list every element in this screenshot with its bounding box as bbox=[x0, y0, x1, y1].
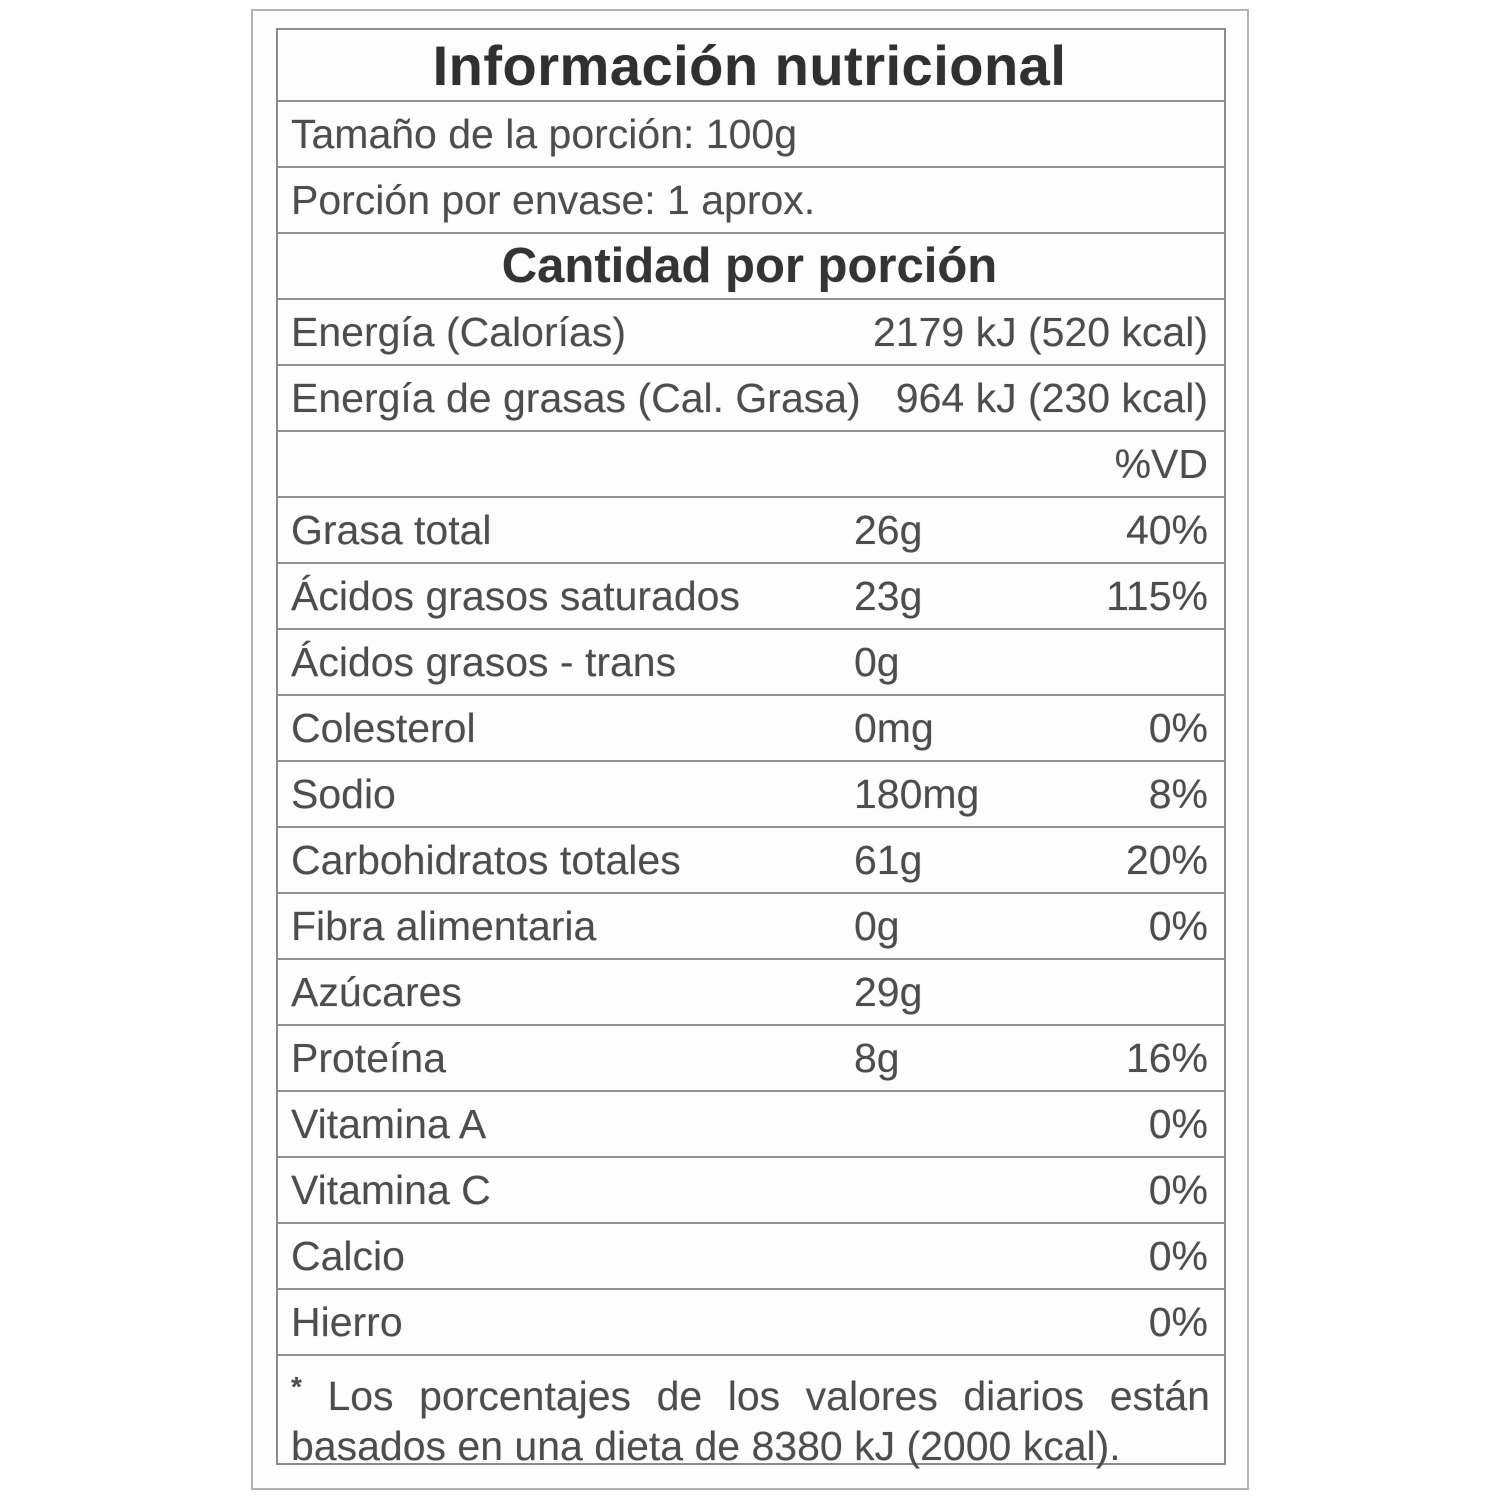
nutrient-name: Proteína bbox=[291, 1034, 446, 1081]
nutrient-daily-value: 8% bbox=[1148, 770, 1208, 817]
energy-fat-value: 964 kJ (230 kcal) bbox=[895, 374, 1208, 421]
nutrient-daily-value: 16% bbox=[1125, 1034, 1208, 1081]
nutrient-row-trans: Ácidos grasos - trans 0g bbox=[278, 628, 1224, 694]
amount-per-serving-header: Cantidad por porción bbox=[501, 239, 998, 293]
nutrient-amount: 29g bbox=[854, 968, 923, 1015]
nutrition-label: Información nutricional Tamaño de la por… bbox=[251, 9, 1249, 1490]
serving-size-row: Tamaño de la porción: 100g bbox=[278, 100, 1224, 166]
amount-per-serving-header-row: Cantidad por porción bbox=[278, 232, 1224, 298]
nutrient-row-calcio: Calcio 0% bbox=[278, 1222, 1224, 1288]
nutrient-name: Fibra alimentaria bbox=[291, 902, 597, 949]
nutrient-amount: 61g bbox=[854, 836, 923, 883]
nutrient-row-saturados: Ácidos grasos saturados 23g 115% bbox=[278, 562, 1224, 628]
nutrient-row-hierro: Hierro 0% bbox=[278, 1288, 1224, 1354]
footnote-row: * Los porcentajes de los valores diarios… bbox=[278, 1354, 1224, 1469]
nutrient-name: Grasa total bbox=[291, 506, 492, 553]
nutrient-name: Ácidos grasos - trans bbox=[291, 638, 677, 685]
footnote-text-2: basados en una dieta de 8380 kJ (2000 kc… bbox=[291, 1423, 1121, 1469]
nutrient-row-fibra: Fibra alimentaria 0g 0% bbox=[278, 892, 1224, 958]
footnote-asterisk: * bbox=[291, 1371, 302, 1402]
serving-size-text: Tamaño de la porción: 100g bbox=[291, 110, 798, 157]
footnote-text-1: Los porcentajes de los valores diarios e… bbox=[327, 1373, 1210, 1419]
energy-fat-row: Energía de grasas (Cal. Grasa) 964 kJ (2… bbox=[278, 364, 1224, 430]
nutrient-amount: 23g bbox=[854, 572, 923, 619]
servings-per-container-text: Porción por envase: 1 aprox. bbox=[291, 176, 816, 223]
nutrient-row-colesterol: Colesterol 0mg 0% bbox=[278, 694, 1224, 760]
nutrient-name: Calcio bbox=[291, 1232, 405, 1279]
nutrient-name: Vitamina C bbox=[291, 1166, 491, 1213]
nutrient-row-grasa-total: Grasa total 26g 40% bbox=[278, 496, 1224, 562]
nutrient-daily-value: 0% bbox=[1148, 1100, 1208, 1147]
nutrient-daily-value: 0% bbox=[1148, 1232, 1208, 1279]
nutrient-row-carbohidratos: Carbohidratos totales 61g 20% bbox=[278, 826, 1224, 892]
nutrition-table: Información nutricional Tamaño de la por… bbox=[276, 28, 1226, 1469]
footnote-line-1: * Los porcentajes de los valores diarios… bbox=[291, 1362, 1210, 1421]
nutrient-name: Vitamina A bbox=[291, 1100, 487, 1147]
nutrient-name: Carbohidratos totales bbox=[291, 836, 681, 883]
label-title: Información nutricional bbox=[432, 33, 1067, 97]
nutrient-daily-value: 40% bbox=[1125, 506, 1208, 553]
nutrient-name: Colesterol bbox=[291, 704, 476, 751]
nutrient-amount: 26g bbox=[854, 506, 923, 553]
daily-value-header-row: %VD bbox=[278, 430, 1224, 496]
nutrient-daily-value: 0% bbox=[1148, 902, 1208, 949]
nutrient-row-proteina: Proteína 8g 16% bbox=[278, 1024, 1224, 1090]
nutrient-daily-value: 0% bbox=[1148, 704, 1208, 751]
label-title-row: Información nutricional bbox=[278, 30, 1224, 100]
nutrient-daily-value: 115% bbox=[1106, 572, 1208, 619]
nutrient-daily-value: 0% bbox=[1148, 1298, 1208, 1345]
nutrient-row-sodio: Sodio 180mg 8% bbox=[278, 760, 1224, 826]
footnote-line-2: basados en una dieta de 8380 kJ (2000 kc… bbox=[291, 1421, 1210, 1471]
nutrient-name: Sodio bbox=[291, 770, 396, 817]
nutrient-amount: 0g bbox=[854, 902, 900, 949]
servings-per-container-row: Porción por envase: 1 aprox. bbox=[278, 166, 1224, 232]
energy-name: Energía (Calorías) bbox=[291, 308, 626, 355]
nutrient-row-vitamina-a: Vitamina A 0% bbox=[278, 1090, 1224, 1156]
nutrient-amount: 180mg bbox=[854, 770, 980, 817]
nutrient-row-azucares: Azúcares 29g bbox=[278, 958, 1224, 1024]
energy-row: Energía (Calorías) 2179 kJ (520 kcal) bbox=[278, 298, 1224, 364]
nutrient-amount: 8g bbox=[854, 1034, 900, 1081]
energy-fat-name: Energía de grasas (Cal. Grasa) bbox=[291, 374, 861, 421]
nutrient-amount: 0mg bbox=[854, 704, 934, 751]
nutrient-name: Ácidos grasos saturados bbox=[291, 572, 740, 619]
nutrient-name: Hierro bbox=[291, 1298, 403, 1345]
nutrient-daily-value: 0% bbox=[1148, 1166, 1208, 1213]
energy-value: 2179 kJ (520 kcal) bbox=[872, 308, 1208, 355]
nutrient-row-vitamina-c: Vitamina C 0% bbox=[278, 1156, 1224, 1222]
daily-value-header: %VD bbox=[1114, 440, 1208, 487]
nutrient-name: Azúcares bbox=[291, 968, 462, 1015]
nutrient-daily-value: 20% bbox=[1125, 836, 1208, 883]
nutrient-amount: 0g bbox=[854, 638, 900, 685]
